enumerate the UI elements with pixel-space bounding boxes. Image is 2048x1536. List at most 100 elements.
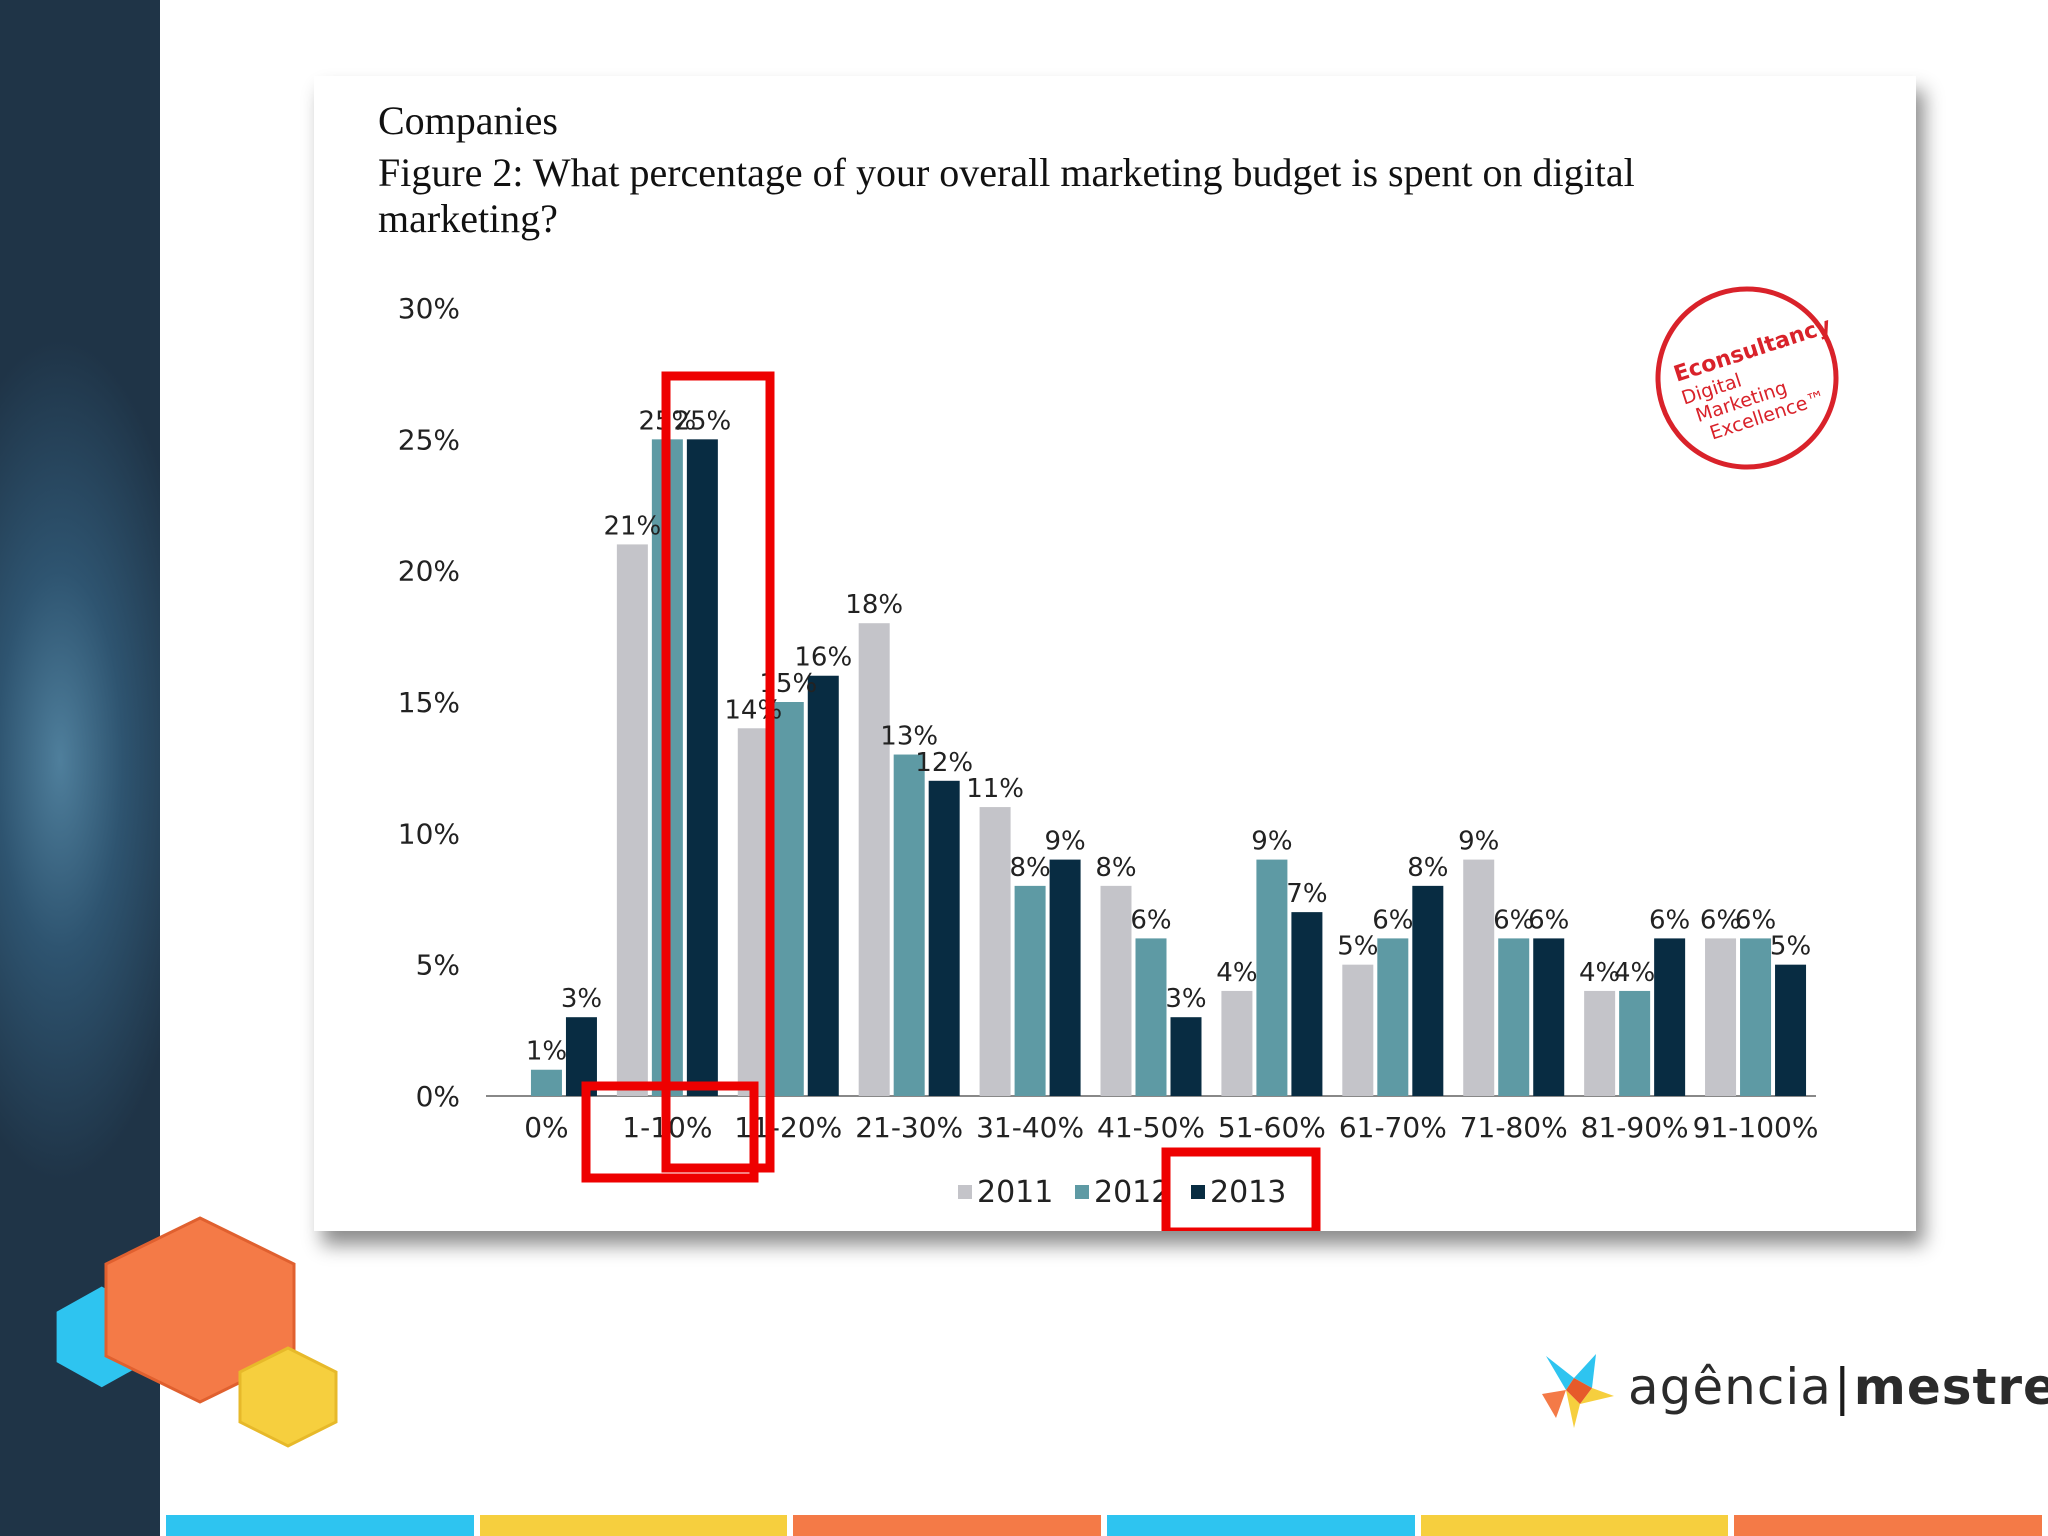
- bar-2011: [1100, 885, 1132, 1096]
- data-label: 13%: [880, 722, 938, 752]
- data-label: 6%: [1649, 905, 1690, 935]
- data-label: 21%: [603, 511, 661, 541]
- bottom-bar-segment: [1107, 1515, 1415, 1536]
- data-label: 8%: [1009, 853, 1050, 883]
- bar-2013: [1533, 938, 1565, 1096]
- bar-2011: [1221, 990, 1253, 1096]
- data-label: 16%: [794, 643, 852, 673]
- data-label: 8%: [1407, 853, 1448, 883]
- data-label: 4%: [1216, 958, 1257, 988]
- bar-2011: [616, 544, 648, 1096]
- bar-2012: [772, 702, 804, 1096]
- x-tick-label: 71-80%: [1460, 1111, 1568, 1144]
- bar-2012: [530, 1069, 562, 1096]
- data-label: 9%: [1251, 827, 1292, 857]
- data-label: 3%: [561, 984, 602, 1014]
- highlight-boxes: [581, 371, 1321, 1231]
- bar-2013: [807, 675, 839, 1096]
- data-label: 11%: [966, 774, 1024, 804]
- x-tick-label: 0%: [524, 1111, 568, 1144]
- data-label: 18%: [845, 590, 903, 620]
- x-tick-label: 21-30%: [855, 1111, 963, 1144]
- highlight-box-category: [581, 1081, 759, 1183]
- data-label: 9%: [1458, 827, 1499, 857]
- chart-heading-line3: marketing?: [378, 196, 558, 241]
- x-tick-label: 41-50%: [1097, 1111, 1205, 1144]
- bar-2013: [1170, 1017, 1202, 1096]
- bar-2013: [1049, 859, 1081, 1096]
- logo-part2: mestre: [1853, 1358, 2048, 1416]
- legend-swatch-2011: [958, 1185, 972, 1199]
- hexagon-orange: [104, 1216, 296, 1404]
- y-tick-label: 15%: [398, 686, 460, 719]
- data-label: 4%: [1579, 958, 1620, 988]
- econsultancy-stamp: Econsultancy Digital Marketing Excellenc…: [1655, 286, 1839, 470]
- bar-2013: [1291, 912, 1323, 1096]
- bar-2012: [1498, 938, 1530, 1096]
- legend-label-2012: 2012: [1094, 1175, 1170, 1210]
- bar-2012: [893, 754, 925, 1096]
- legend-label-2013: 2013: [1210, 1175, 1286, 1210]
- x-tick-label: 51-60%: [1218, 1111, 1326, 1144]
- legend-label-2011: 2011: [977, 1175, 1053, 1210]
- data-label: 7%: [1286, 879, 1327, 909]
- data-label: 12%: [915, 748, 973, 778]
- chart-legend: 2011 2012 2013: [958, 1175, 1286, 1210]
- legend-swatch-2012: [1075, 1185, 1089, 1199]
- y-tick-label: 5%: [416, 949, 460, 982]
- bar-2011: [1342, 964, 1374, 1096]
- bar-2012: [1377, 938, 1409, 1096]
- y-tick-label: 25%: [398, 423, 460, 456]
- data-label: 6%: [1735, 905, 1776, 935]
- x-tick-label: 81-90%: [1581, 1111, 1689, 1144]
- bar-2011: [737, 728, 769, 1096]
- y-tick-label: 20%: [398, 555, 460, 588]
- logo-part1: agência: [1628, 1358, 1832, 1416]
- bar-2012: [1256, 859, 1288, 1096]
- legend-swatch-2013: [1191, 1185, 1205, 1199]
- bar-2013: [1654, 938, 1686, 1096]
- bar-2011: [1584, 990, 1616, 1096]
- bar-2012: [1014, 885, 1046, 1096]
- y-tick-label: 30%: [398, 292, 460, 325]
- bar-2012: [1619, 990, 1651, 1096]
- highlight-box-bar: [661, 371, 775, 1173]
- bar-2011: [1705, 938, 1737, 1096]
- data-labels: 1%3%21%25%25%14%15%16%18%13%12%11%8%9%8%…: [526, 406, 1811, 1066]
- y-tick-label: 0%: [416, 1080, 460, 1113]
- highlight-box-legend: [1161, 1147, 1321, 1231]
- x-tick-label: 61-70%: [1339, 1111, 1447, 1144]
- x-tick-label: 91-100%: [1693, 1111, 1819, 1144]
- bar-2013: [928, 780, 960, 1096]
- data-label: 6%: [1528, 905, 1569, 935]
- bottom-bar-segment: [1734, 1515, 2043, 1536]
- data-label: 5%: [1337, 932, 1378, 962]
- data-label: 1%: [526, 1037, 567, 1067]
- bar-2013: [1775, 964, 1807, 1096]
- x-tick-label: 31-40%: [976, 1111, 1084, 1144]
- decorative-hexagons: [56, 1216, 338, 1448]
- chart-heading-line2: Figure 2: What percentage of your overal…: [378, 150, 1635, 195]
- y-tick-label: 10%: [398, 817, 460, 850]
- bar-2013: [686, 439, 718, 1096]
- agencia-mestre-logo: agência|mestre: [1536, 1348, 2048, 1428]
- bar-chart: Companies Figure 2: What percentage of y…: [378, 98, 1839, 1231]
- bottom-color-bar: [166, 1515, 2048, 1536]
- data-label: 6%: [1700, 905, 1741, 935]
- data-label: 4%: [1614, 958, 1655, 988]
- bar-2011: [979, 807, 1011, 1096]
- data-label: 25%: [673, 406, 731, 436]
- logo-wordmark: agência|mestre: [1628, 1358, 2048, 1416]
- bar-2011: [1463, 859, 1495, 1096]
- bar-2012: [1740, 938, 1772, 1096]
- data-label: 6%: [1493, 905, 1534, 935]
- data-label: 9%: [1044, 827, 1085, 857]
- hexagon-yellow: [238, 1346, 338, 1448]
- chart-heading-line1: Companies: [378, 98, 558, 143]
- data-label: 5%: [1770, 932, 1811, 962]
- star-burst-icon: [1542, 1354, 1614, 1428]
- data-label: 6%: [1130, 905, 1171, 935]
- bottom-bar-segment: [1420, 1515, 1729, 1536]
- bottom-bar-segment: [793, 1515, 1102, 1536]
- bar-2013: [1412, 885, 1444, 1096]
